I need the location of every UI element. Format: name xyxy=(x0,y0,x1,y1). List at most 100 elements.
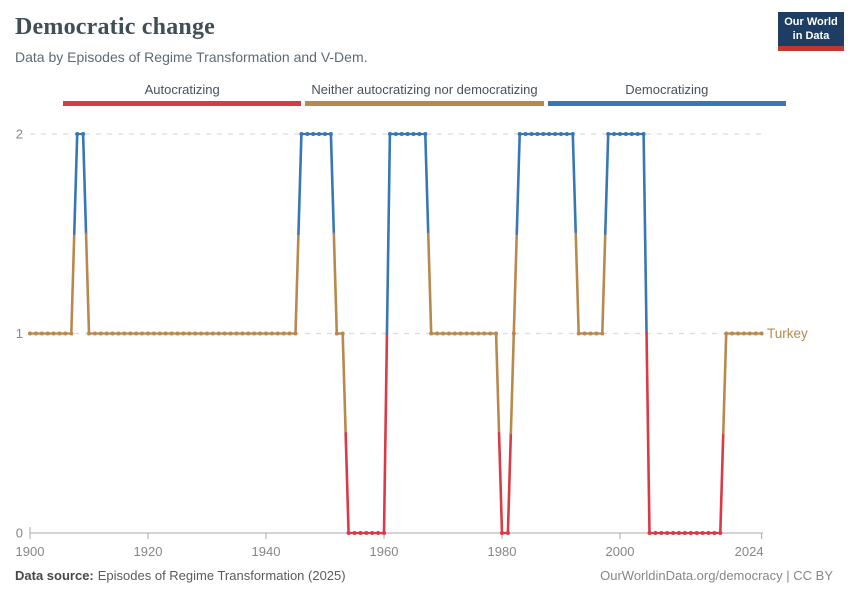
chart-svg[interactable]: 0 1 2 1900 1920 1940 1960 1980 2000 2024 Turkey xyxy=(0,120,850,580)
data-point xyxy=(222,331,227,336)
series-segment xyxy=(297,132,303,236)
data-point xyxy=(594,331,599,336)
data-point xyxy=(311,132,316,136)
data-point xyxy=(747,331,752,336)
data-point xyxy=(364,531,369,535)
x-tick-label: 1940 xyxy=(252,544,281,559)
data-point xyxy=(570,132,575,136)
data-point xyxy=(759,331,764,336)
data-point xyxy=(547,132,552,136)
series-segment xyxy=(642,132,648,335)
y-tick-label: 2 xyxy=(16,127,23,142)
legend-label: Autocratizing xyxy=(144,82,220,97)
series-segment xyxy=(385,132,392,335)
data-point xyxy=(541,132,546,136)
data-point xyxy=(706,531,711,535)
data-point xyxy=(753,331,758,336)
owid-logo-text: Our World in Data xyxy=(778,12,844,46)
data-source-label: Data source: xyxy=(15,568,94,583)
legend-label: Democratizing xyxy=(625,82,709,97)
data-point xyxy=(275,331,280,336)
data-point xyxy=(677,531,681,535)
series-segment xyxy=(294,232,300,335)
data-point xyxy=(458,331,463,336)
data-point xyxy=(187,331,192,336)
data-point xyxy=(110,331,115,336)
data-point xyxy=(429,331,434,336)
data-point xyxy=(671,531,676,535)
series-segment xyxy=(70,232,76,335)
x-tick-label: 2024 xyxy=(735,544,764,559)
data-point xyxy=(505,531,510,535)
series-segment xyxy=(509,332,516,435)
series-segment xyxy=(344,431,350,535)
data-point xyxy=(281,331,286,336)
owid-logo-red-strip xyxy=(778,46,844,51)
data-point xyxy=(69,331,74,336)
data-point xyxy=(352,531,357,535)
data-point xyxy=(299,132,304,136)
y-tick-label: 1 xyxy=(16,326,23,341)
series-segment xyxy=(332,232,339,335)
page-title: Democratic change xyxy=(15,14,215,40)
data-point xyxy=(500,531,504,535)
data-point xyxy=(323,132,327,136)
series-segment xyxy=(574,232,581,335)
series-segment xyxy=(382,332,389,535)
data-point xyxy=(588,331,593,336)
data-point xyxy=(328,132,333,136)
data-point xyxy=(246,331,251,336)
data-point xyxy=(476,331,481,336)
data-point xyxy=(606,132,611,136)
data-point xyxy=(511,331,516,336)
data-point xyxy=(45,331,50,336)
data-point xyxy=(134,331,139,336)
data-point xyxy=(517,132,522,136)
data-point xyxy=(205,331,209,336)
data-point xyxy=(92,331,97,336)
data-point xyxy=(370,531,375,535)
series-segment xyxy=(603,132,610,236)
data-point xyxy=(346,531,351,535)
x-tick-label: 1920 xyxy=(134,544,163,559)
legend-label: Neither autocratizing nor democratizing xyxy=(311,82,538,97)
data-point xyxy=(612,132,617,136)
data-point xyxy=(529,132,534,136)
data-point xyxy=(169,331,174,336)
series-segment xyxy=(84,232,91,335)
data-point xyxy=(28,331,32,336)
data-point xyxy=(559,132,563,136)
data-point xyxy=(51,331,56,336)
data-point xyxy=(441,331,445,336)
data-point xyxy=(724,331,729,336)
series-segment xyxy=(512,232,519,335)
owid-logo[interactable]: Our World in Data xyxy=(778,12,844,51)
data-point xyxy=(653,531,658,535)
data-point xyxy=(730,331,735,336)
data-point xyxy=(523,132,528,136)
series-segment xyxy=(571,132,578,236)
x-tick-label: 1960 xyxy=(370,544,399,559)
data-point xyxy=(635,132,640,136)
data-point xyxy=(623,132,628,136)
series-segment xyxy=(497,431,504,535)
data-point xyxy=(446,331,451,336)
data-point xyxy=(39,331,44,336)
data-point xyxy=(712,531,717,535)
data-point xyxy=(122,331,127,336)
x-tick-label: 1980 xyxy=(488,544,517,559)
data-point xyxy=(399,132,404,136)
chart-subtitle: Data by Episodes of Regime Transformatio… xyxy=(15,49,368,65)
legend-item-autocratizing: Autocratizing xyxy=(63,82,302,106)
legend-item-neither: Neither autocratizing nor democratizing xyxy=(305,82,544,106)
data-point xyxy=(411,132,416,136)
data-point xyxy=(210,331,215,336)
series-segment xyxy=(423,132,430,236)
data-point xyxy=(741,331,746,336)
data-source-text: Episodes of Regime Transformation (2025) xyxy=(97,568,346,583)
credit-link[interactable]: OurWorldinData.org/democracy | CC BY xyxy=(600,568,833,583)
data-point xyxy=(659,531,664,535)
data-point xyxy=(482,331,487,336)
data-point xyxy=(494,331,499,336)
